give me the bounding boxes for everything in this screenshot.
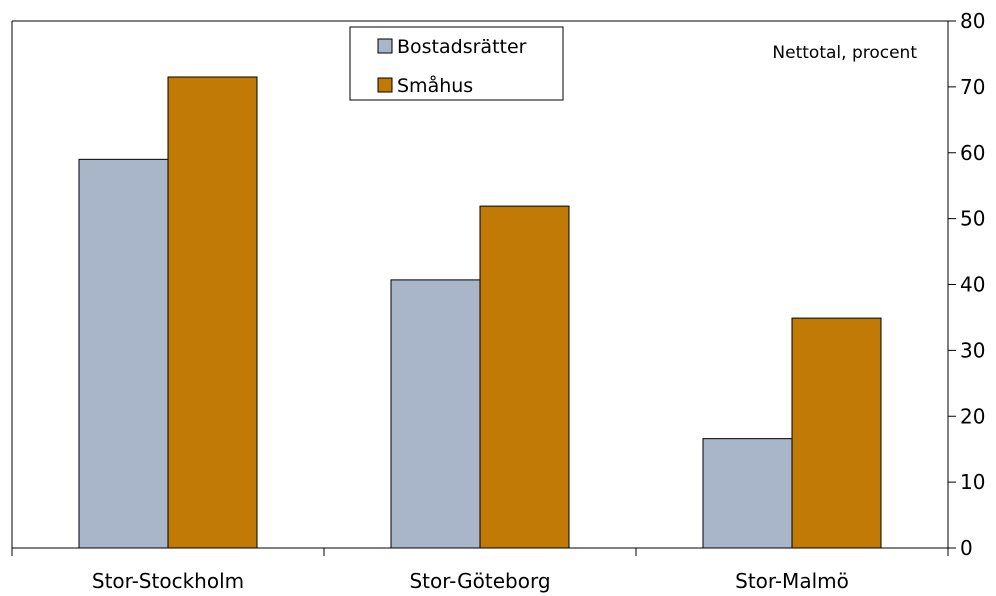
y-tick-label: 50 [960,207,985,231]
legend-swatch-smahus [377,77,393,93]
bar-smahus-0 [167,76,258,549]
bar-bostadsratter-0 [78,158,169,549]
y-tick-label: 80 [960,9,985,33]
y-tick-label: 10 [960,470,985,494]
x-axis-ticks: Stor-Stockholm Stor-Göteborg Stor-Malmö [11,548,949,593]
legend-label-smahus: Småhus [397,74,473,97]
y-axis-ticks: 0 10 20 30 40 50 60 70 80 [948,9,985,560]
y-tick-label: 30 [960,338,985,362]
bar-bostadsratter-1 [390,279,481,549]
bar-smahus-2 [791,317,882,549]
y-tick-label: 60 [960,141,985,165]
y-tick-label: 0 [960,536,973,560]
x-category-label: Stor-Stockholm [92,569,244,593]
y-tick-label: 40 [960,273,985,297]
bar-smahus-1 [479,205,570,549]
legend: Bostadsrätter Småhus [349,26,564,101]
legend-label-bostadsratter: Bostadsrätter [397,36,527,58]
x-category-label: Stor-Göteborg [409,569,550,593]
bar-bostadsratter-2 [702,438,793,549]
plot-frame [11,20,948,548]
annotation-text: Nettotal, procent [772,43,917,63]
y-tick-label: 70 [960,75,985,99]
y-tick-label: 20 [960,404,985,428]
bars-group [78,76,882,549]
legend-swatch-bostadsratter [377,38,393,54]
x-category-label: Stor-Malmö [735,569,849,593]
